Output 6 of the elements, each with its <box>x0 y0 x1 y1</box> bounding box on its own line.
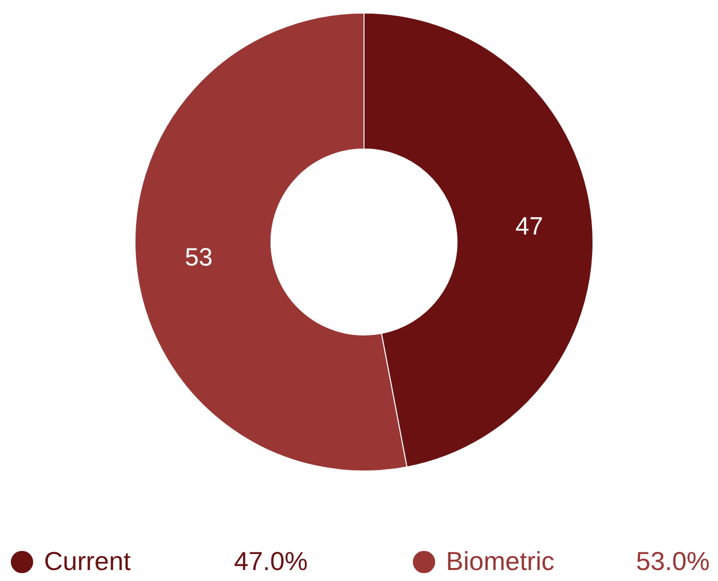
data-label: 47 <box>515 212 544 240</box>
text: 47.0% <box>234 546 308 576</box>
data-label: 53 <box>184 244 213 272</box>
legend-label: Biometric <box>446 546 554 576</box>
text: 53.0% <box>636 546 710 576</box>
legend-label: Current <box>44 546 132 576</box>
